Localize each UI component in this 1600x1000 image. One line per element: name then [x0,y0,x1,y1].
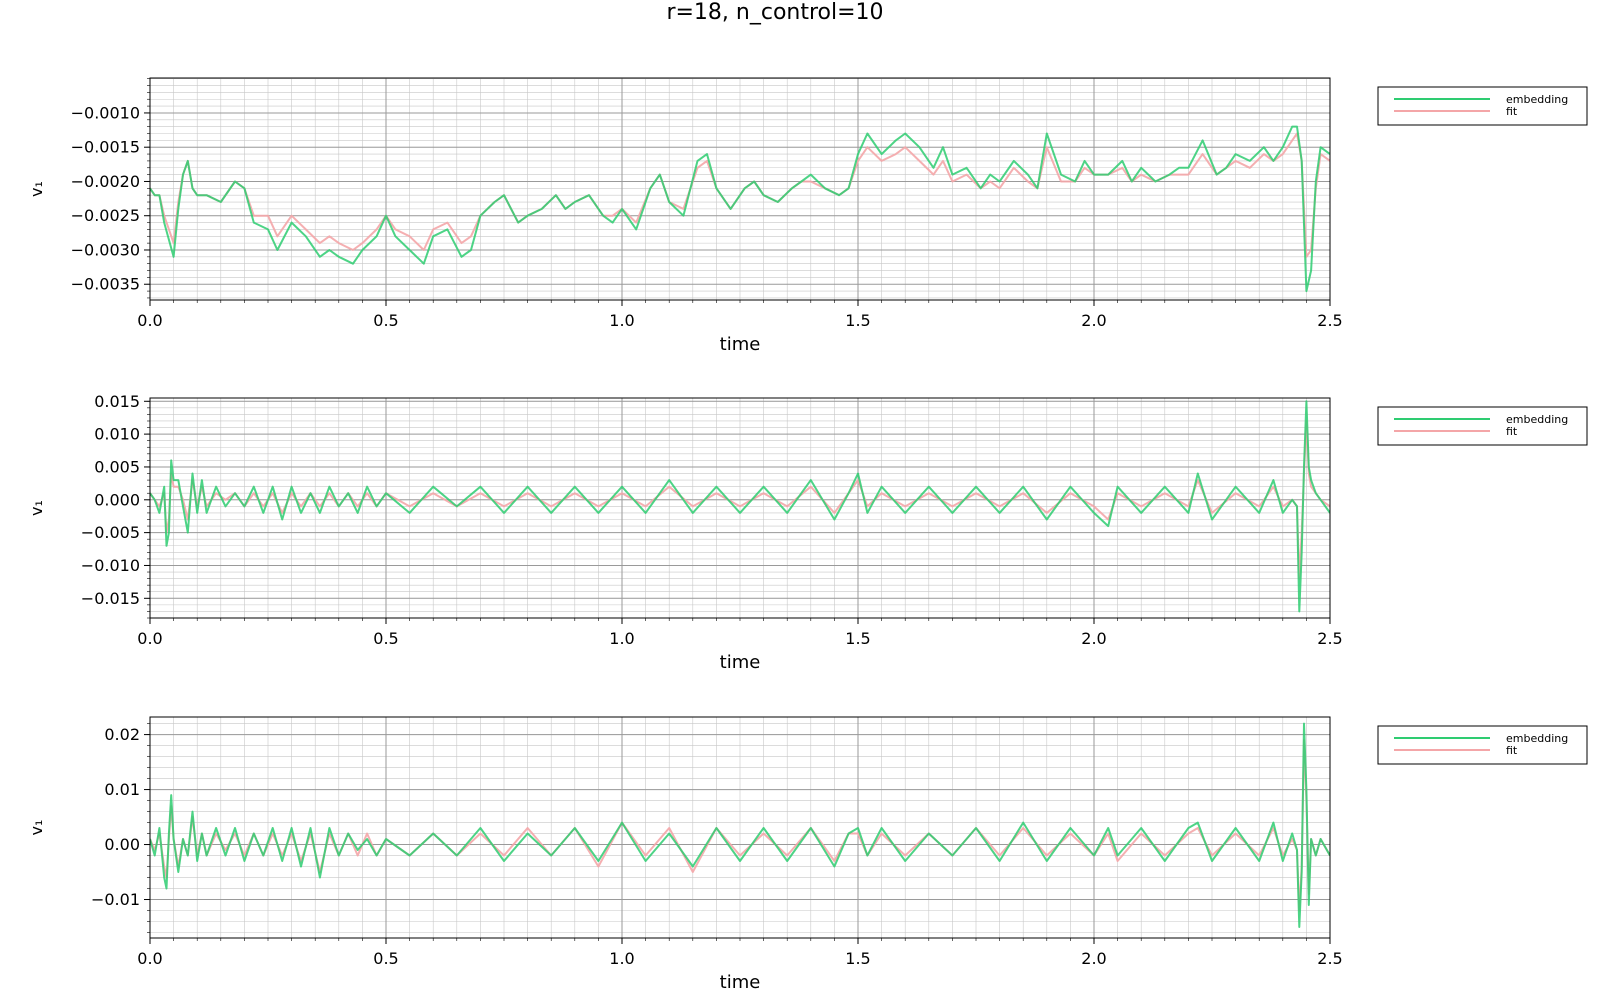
plot-frame [149,77,1331,301]
y-tick-label: −0.0025 [71,206,140,225]
x-tick-label: 0.5 [373,311,398,330]
x-tick-label: 1.5 [845,629,870,648]
x-tick-label: 2.0 [1081,949,1106,968]
subplot-1: 0.0 0.5 1.0 1.5 2.0 2.5 −0.0010 −0.0015 −0.0020 −… [27,77,1588,355]
subplot-3: 0.0 0.5 1.0 1.5 2.0 2.5 0.02 0.01 0.00 −0.01 time v… [27,716,1588,993]
series-line-embedding [150,722,1330,928]
legend-label-fit: fit [1506,744,1518,757]
legend-label-embedding: embedding [1506,413,1568,426]
legend-label-embedding: embedding [1506,93,1568,106]
x-tick-label: 2.5 [1317,311,1342,330]
y-tick-label: −0.0030 [71,240,140,259]
x-axis-label: time [720,652,761,673]
legend-box [1377,406,1588,446]
y-tick-label: −0.01 [91,890,140,909]
x-tick-label: 0.5 [373,949,398,968]
y-tick-label: 0.005 [94,457,140,476]
legend-box [1377,86,1588,126]
x-axis-label: time [720,334,761,355]
y-tick-label: −0.0020 [71,172,140,191]
y-tick-label: 0.010 [94,425,140,444]
legend-label-fit: fit [1506,105,1518,118]
y-axis-label: v₁ [27,181,46,197]
legend-label-fit: fit [1506,425,1518,438]
x-tick-label: 0.0 [137,311,162,330]
x-tick-label: 0.0 [137,629,162,648]
legend-label-embedding: embedding [1506,732,1568,745]
x-tick-label: 2.0 [1081,311,1106,330]
figure-title: r=18, n_control=10 [666,0,884,25]
y-tick-label: −0.0015 [71,138,140,157]
series-line-embedding [150,400,1330,613]
x-tick-label: 2.5 [1317,949,1342,968]
y-tick-label: −0.0010 [71,103,140,122]
y-tick-label: 0.01 [104,780,140,799]
plot-frame [149,716,1331,939]
x-tick-label: 2.5 [1317,629,1342,648]
y-tick-label: 0.015 [94,392,140,411]
subplot-2: 0.0 0.5 1.0 1.5 2.0 2.5 0.015 0.010 0.005 0.000 −0… [27,392,1588,673]
y-tick-label: −0.005 [81,523,140,542]
y-axis-label: v₁ [27,820,46,836]
y-tick-label: 0.00 [104,835,140,854]
x-tick-label: 1.0 [609,629,634,648]
x-tick-label: 1.0 [609,311,634,330]
legend-box [1377,725,1588,765]
y-tick-label: −0.010 [81,556,140,575]
x-tick-label: 1.5 [845,311,870,330]
series-line-embedding [150,125,1330,293]
y-axis-label: v₁ [27,500,46,516]
x-tick-label: 0.0 [137,949,162,968]
x-tick-label: 2.0 [1081,629,1106,648]
y-tick-label: −0.0035 [71,275,140,294]
y-tick-label: 0.02 [104,725,140,744]
x-tick-label: 0.5 [373,629,398,648]
y-tick-label: 0.000 [94,490,140,509]
x-tick-label: 1.5 [845,949,870,968]
x-tick-label: 1.0 [609,949,634,968]
y-tick-label: −0.015 [81,589,140,608]
plot-frame [149,397,1331,619]
x-axis-label: time [720,972,761,993]
